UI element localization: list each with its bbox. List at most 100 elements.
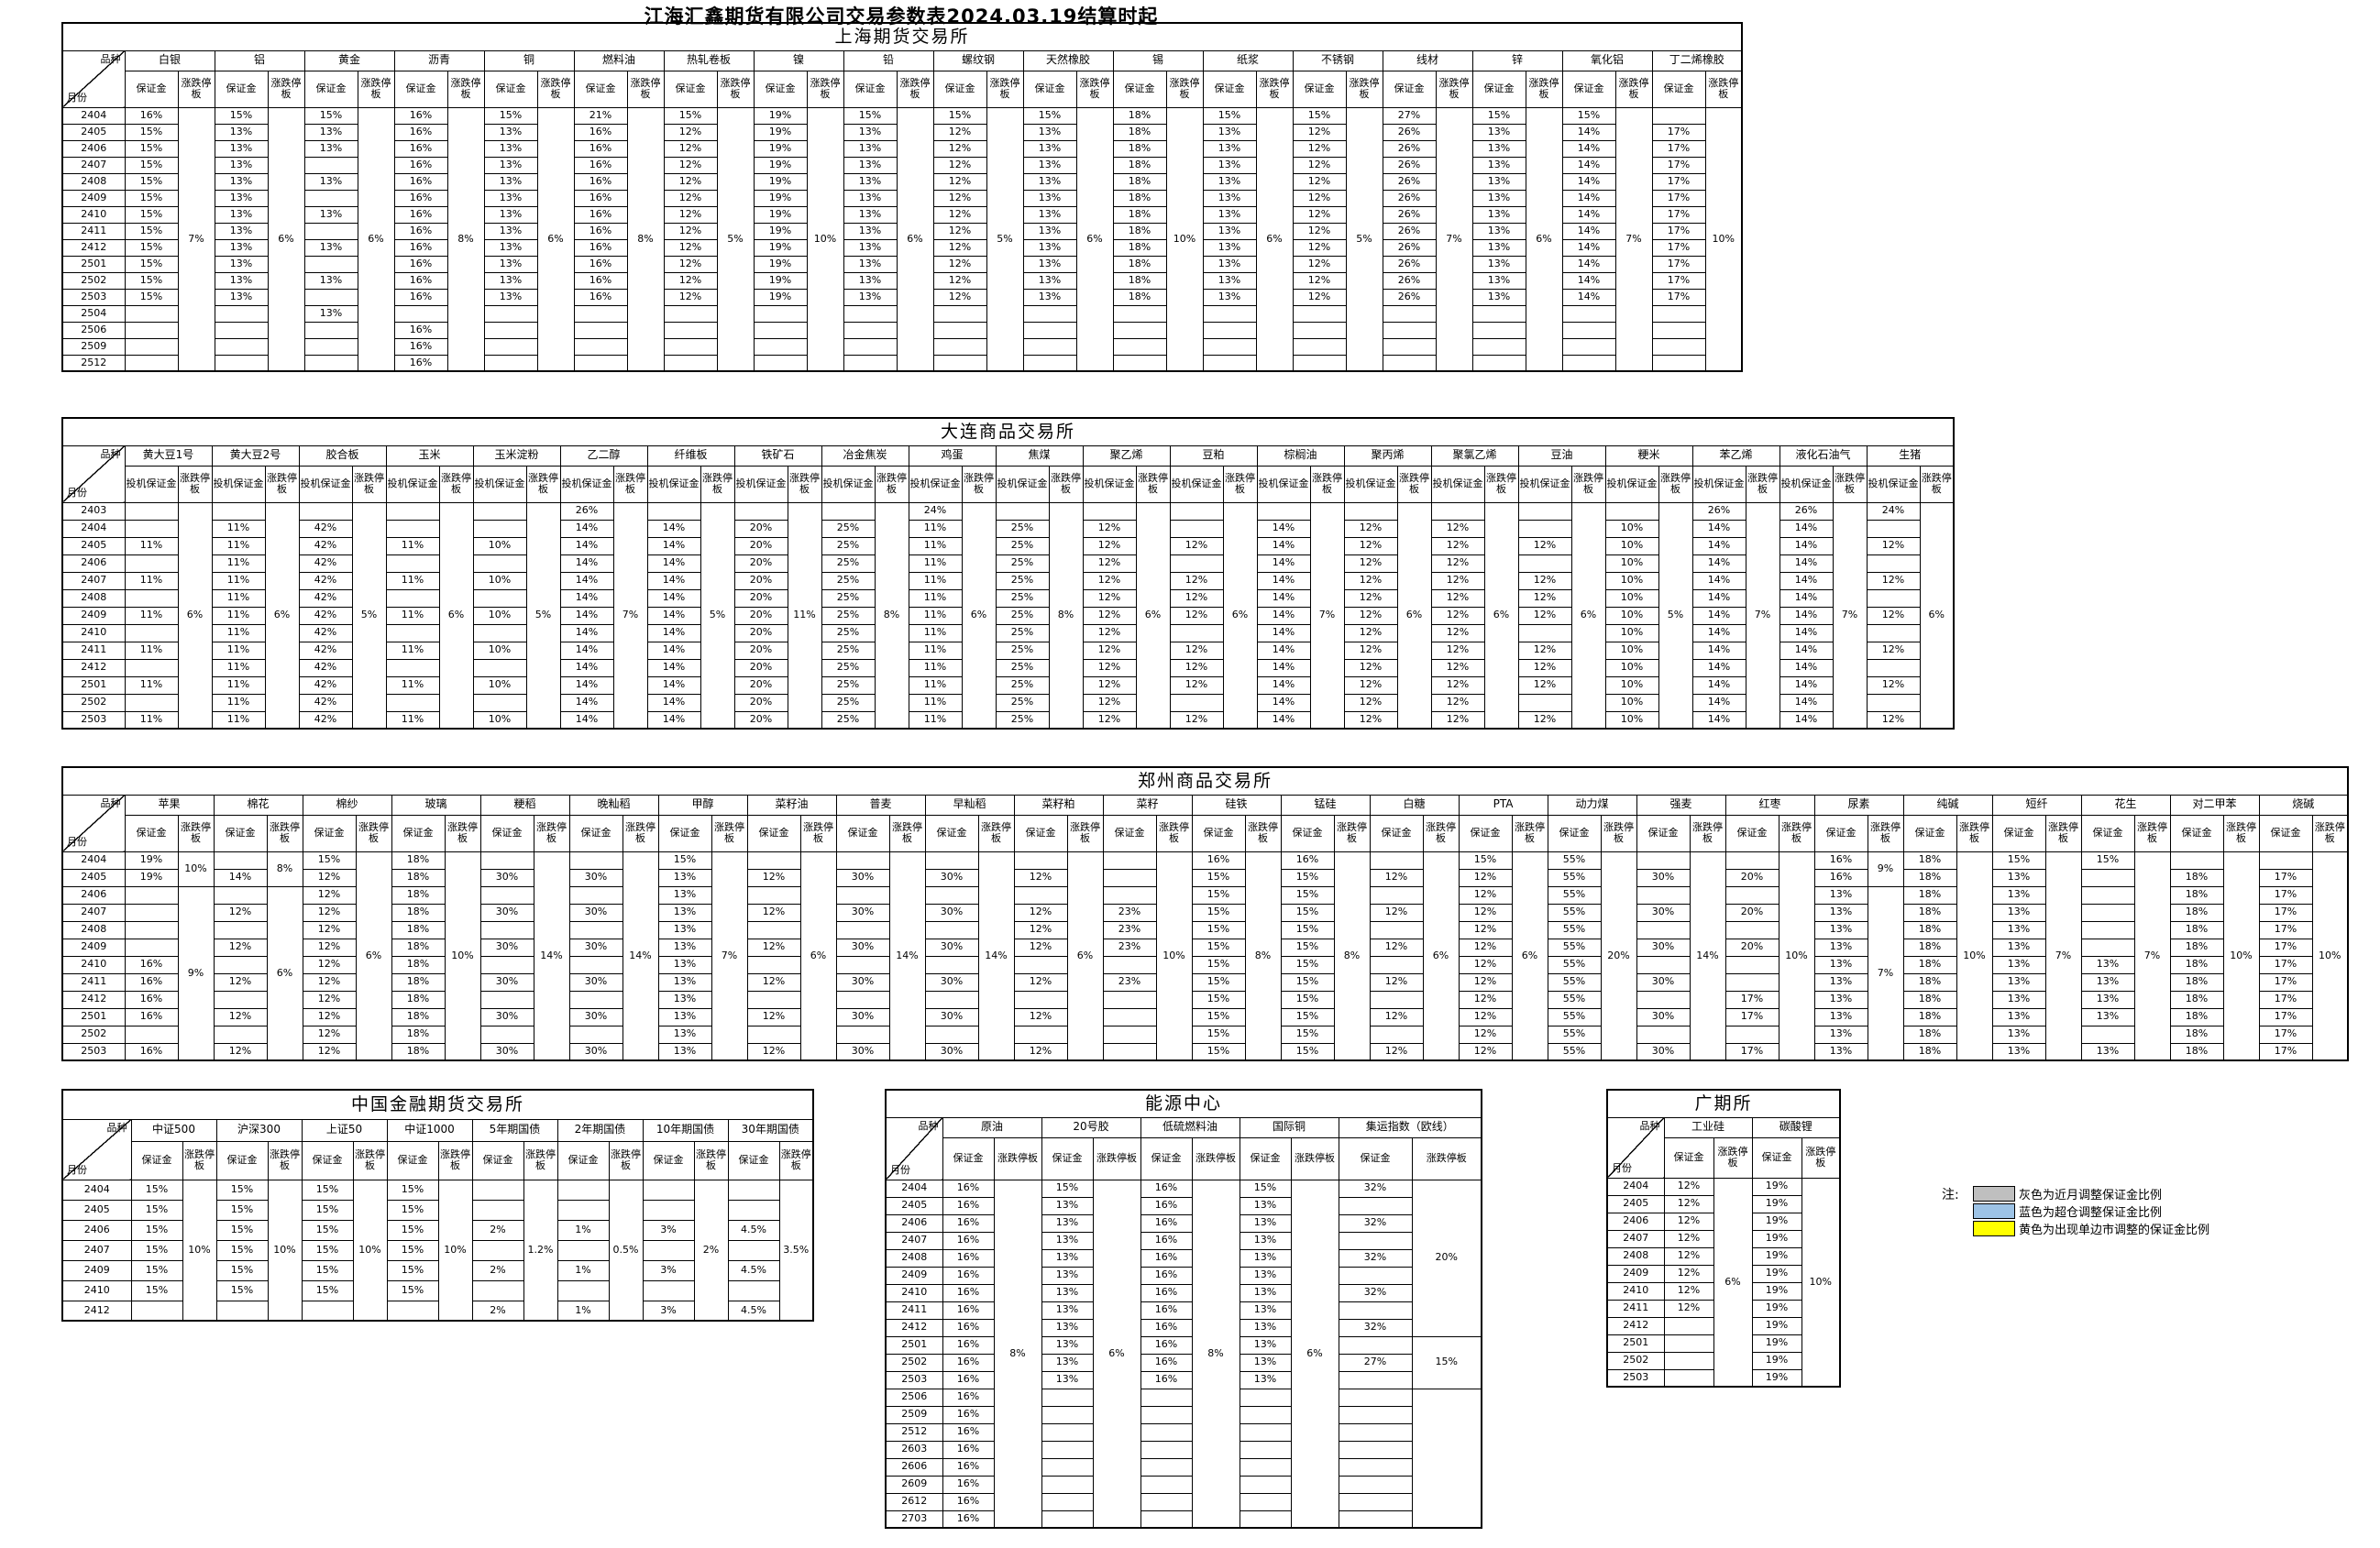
shfe-margin-cell: 15% — [124, 139, 179, 158]
cffex-margin-cell: 15% — [301, 1239, 354, 1261]
dce-margin-cell: 12% — [1082, 675, 1137, 695]
czce-margin-cell: 30% — [568, 1042, 623, 1061]
shfe-margin-cell: 18% — [1112, 172, 1167, 191]
czce-margin-cell — [1724, 885, 1779, 905]
czce-margin-cell — [568, 885, 623, 905]
shfe-limit-cell: 8% — [626, 106, 665, 372]
czce-margin-cell: 30% — [924, 868, 979, 887]
cffex-commodity-name: 上证50 — [301, 1118, 388, 1142]
czce-margin-cell — [746, 920, 801, 939]
ine-margin-cell: 16% — [1140, 1370, 1193, 1389]
gfex-margin-cell: 19% — [1751, 1212, 1802, 1231]
shfe-margin-cell: 13% — [1471, 189, 1526, 207]
dce-margin-cell: 14% — [646, 571, 701, 590]
ine-margin-cell — [1338, 1457, 1413, 1477]
shfe-margin-cell — [1651, 321, 1706, 339]
gfex-row-2412: 2412 19% — [1606, 1316, 1840, 1335]
gfex-row-2405: 2405 12% 19% — [1606, 1194, 1840, 1213]
dce-margin-cell: 14% — [1256, 641, 1311, 660]
dce-margin-cell: 14% — [1691, 693, 1746, 712]
czce-margin-cell: 12% — [1458, 1007, 1513, 1027]
czce-margin-cell: 12% — [302, 1007, 357, 1027]
czce-margin-cell: 13% — [1813, 955, 1868, 974]
czce-margin-cell: 18% — [1902, 920, 1957, 939]
ine-margin-cell — [1338, 1196, 1413, 1215]
shfe-margin-cell — [573, 304, 628, 323]
shfe-month-cell: 2407 — [61, 156, 126, 174]
ine-margin-cell: 16% — [942, 1231, 995, 1250]
dce-margin-cell: 12% — [1430, 588, 1485, 608]
dce-margin-cell: 42% — [298, 623, 353, 642]
dce-margin-cell: 14% — [559, 623, 614, 642]
dce-margin-cell: 11% — [211, 658, 266, 677]
shfe-limit-header: 涨跌停板 — [1255, 70, 1294, 108]
ine-margin-cell: 13% — [1041, 1370, 1094, 1389]
cffex-margin-cell — [471, 1279, 524, 1301]
cffex-margin-cell: 15% — [386, 1259, 439, 1281]
shfe-margin-cell: 16% — [393, 337, 448, 356]
legend-row: 蓝色为超仓调整保证金比例 — [1942, 1202, 2209, 1220]
czce-margin-cell: 12% — [746, 972, 801, 992]
czce-margin-header: 保证金 — [2080, 814, 2135, 852]
czce-margin-header: 保证金 — [1102, 814, 1157, 852]
dce-limit-cell: 6% — [438, 501, 474, 730]
ine-margin-cell: 16% — [1140, 1335, 1193, 1355]
ine-margin-cell: 13% — [1041, 1196, 1094, 1215]
czce-margin-cell: 30% — [568, 938, 623, 957]
czce-row-2502: 2502 12% 18% 13% 15% 15% 12% 55% 13% 18% 13% 18% 17% — [61, 1025, 2348, 1044]
dce-margin-header: 投机保证金 — [821, 465, 876, 503]
dce-margin-cell: 10% — [1604, 675, 1659, 695]
gfex-margin-cell: 19% — [1751, 1246, 1802, 1266]
czce-margin-cell — [1724, 1025, 1779, 1044]
cffex-margin-cell: 15% — [301, 1179, 354, 1201]
shfe-margin-cell — [1561, 337, 1616, 356]
ine-exchange-title: 能源中心 — [885, 1089, 1482, 1118]
czce-commodity-name: 短纤 — [1991, 794, 2082, 816]
shfe-margin-cell: 19% — [753, 189, 808, 207]
shfe-margin-cell: 13% — [1022, 156, 1077, 174]
ine-month-cell: 2609 — [885, 1475, 943, 1494]
dce-month-cell: 2503 — [61, 710, 126, 730]
shfe-margin-cell: 26% — [1382, 205, 1437, 224]
czce-margin-cell: 15% — [1191, 1042, 1246, 1061]
czce-margin-cell — [924, 955, 979, 974]
shfe-margin-cell — [214, 337, 269, 356]
shfe-margin-header: 保证金 — [1382, 70, 1437, 108]
dce-limit-header: 涨跌停板 — [1483, 465, 1519, 503]
czce-margin-cell: 13% — [657, 903, 712, 922]
cffex-margin-cell: 15% — [386, 1279, 439, 1301]
ine-margin-cell: 32% — [1338, 1283, 1413, 1302]
ine-margin-cell: 16% — [1140, 1179, 1193, 1198]
dce-margin-cell: 10% — [472, 675, 527, 695]
czce-margin-cell — [1102, 868, 1157, 887]
cffex-margin-cell — [727, 1199, 780, 1221]
shfe-margin-header: 保证金 — [1022, 70, 1077, 108]
czce-margin-cell: 15% — [1280, 1025, 1335, 1044]
shfe-margin-cell: 19% — [753, 271, 808, 290]
dce-margin-cell: 25% — [821, 588, 876, 608]
dce-margin-cell: 12% — [1866, 710, 1921, 730]
czce-margin-header: 保证金 — [1813, 814, 1868, 852]
czce-margin-cell: 12% — [213, 903, 268, 922]
czce-margin-cell: 12% — [213, 1042, 268, 1061]
shfe-margin-cell: 12% — [663, 288, 718, 306]
dce-margin-cell — [1256, 501, 1311, 521]
shfe-margin-header: 保证金 — [303, 70, 358, 108]
gfex-margin-cell: 19% — [1751, 1334, 1802, 1353]
shfe-margin-cell: 13% — [1022, 222, 1077, 240]
shfe-margin-cell: 13% — [483, 139, 538, 158]
shfe-margin-cell: 13% — [214, 123, 269, 141]
shfe-margin-header: 保证金 — [1651, 70, 1706, 108]
dce-margin-header: 投机保证金 — [1517, 465, 1572, 503]
gfex-margin-cell: 12% — [1663, 1194, 1714, 1213]
shfe-margin-cell: 12% — [663, 139, 718, 158]
shfe-commodity-name: 螺纹钢 — [932, 49, 1024, 71]
dce-margin-cell: 10% — [1604, 606, 1659, 625]
shfe-margin-cell — [1561, 304, 1616, 323]
cffex-month-cell: 2410 — [61, 1279, 132, 1301]
czce-margin-cell: 12% — [1013, 1007, 1068, 1027]
gfex-margin-cell: 12% — [1663, 1299, 1714, 1318]
shfe-margin-cell: 26% — [1382, 255, 1437, 273]
shfe-limit-header: 涨跌停板 — [1525, 70, 1563, 108]
ine-row-2501: 2501 16% 13% 16% 13% 15% — [885, 1335, 1482, 1389]
